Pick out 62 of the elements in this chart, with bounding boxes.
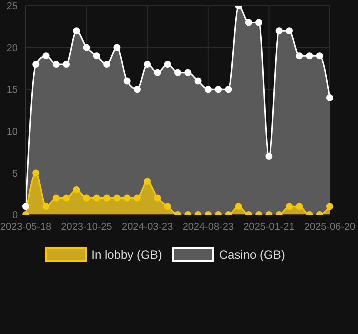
point xyxy=(124,194,131,202)
point xyxy=(316,52,324,60)
point xyxy=(326,203,334,210)
point xyxy=(32,170,40,177)
point xyxy=(225,86,232,94)
x-tick-label: 2023-10-25 xyxy=(61,222,113,234)
point xyxy=(134,194,141,202)
point xyxy=(124,78,131,85)
point xyxy=(63,194,70,202)
point xyxy=(83,194,90,202)
point xyxy=(73,186,80,194)
point xyxy=(194,78,202,85)
point xyxy=(164,203,172,210)
point xyxy=(104,194,111,202)
point xyxy=(204,86,212,94)
point xyxy=(184,69,192,76)
point xyxy=(154,69,162,76)
y-tick-label: 15 xyxy=(6,85,18,96)
point xyxy=(276,28,283,35)
point xyxy=(235,203,242,210)
y-tick-label: 20 xyxy=(6,43,18,54)
y-tick-label: 5 xyxy=(12,168,18,180)
point xyxy=(144,61,152,68)
point xyxy=(256,19,263,26)
point xyxy=(296,203,304,210)
point xyxy=(83,44,90,52)
point xyxy=(114,194,121,202)
y-tick-label: 25 xyxy=(6,2,18,13)
x-tick-label: 2024-08-23 xyxy=(182,222,234,234)
point xyxy=(326,94,334,102)
point xyxy=(296,52,304,60)
y-tick-label: 0 xyxy=(12,210,18,222)
point xyxy=(215,86,222,94)
x-tick-label: 2025-01-21 xyxy=(244,222,296,234)
point xyxy=(104,61,111,68)
point xyxy=(134,86,141,94)
y-tick-label: 10 xyxy=(6,126,18,138)
point xyxy=(306,52,314,60)
legend-label: Casino (GB) xyxy=(219,248,286,262)
point xyxy=(22,203,30,210)
x-tick-label: 2024-03-23 xyxy=(122,222,174,234)
x-tick-label: 2025-06-20 xyxy=(304,222,356,234)
point xyxy=(93,52,100,60)
point xyxy=(114,44,121,52)
point xyxy=(32,61,40,68)
point xyxy=(63,61,70,68)
point xyxy=(42,52,50,60)
point xyxy=(52,61,60,68)
point xyxy=(245,19,252,26)
point xyxy=(93,194,100,202)
point xyxy=(174,69,182,76)
point xyxy=(286,203,293,210)
point xyxy=(266,152,273,160)
x-tick-label: 2023-05-18 xyxy=(0,222,52,234)
point xyxy=(42,203,50,210)
point xyxy=(164,61,172,68)
point xyxy=(52,194,60,202)
point xyxy=(144,178,152,186)
legend-label: In lobby (GB) xyxy=(92,248,162,262)
point xyxy=(286,28,293,35)
point xyxy=(154,194,162,202)
point xyxy=(73,28,80,35)
